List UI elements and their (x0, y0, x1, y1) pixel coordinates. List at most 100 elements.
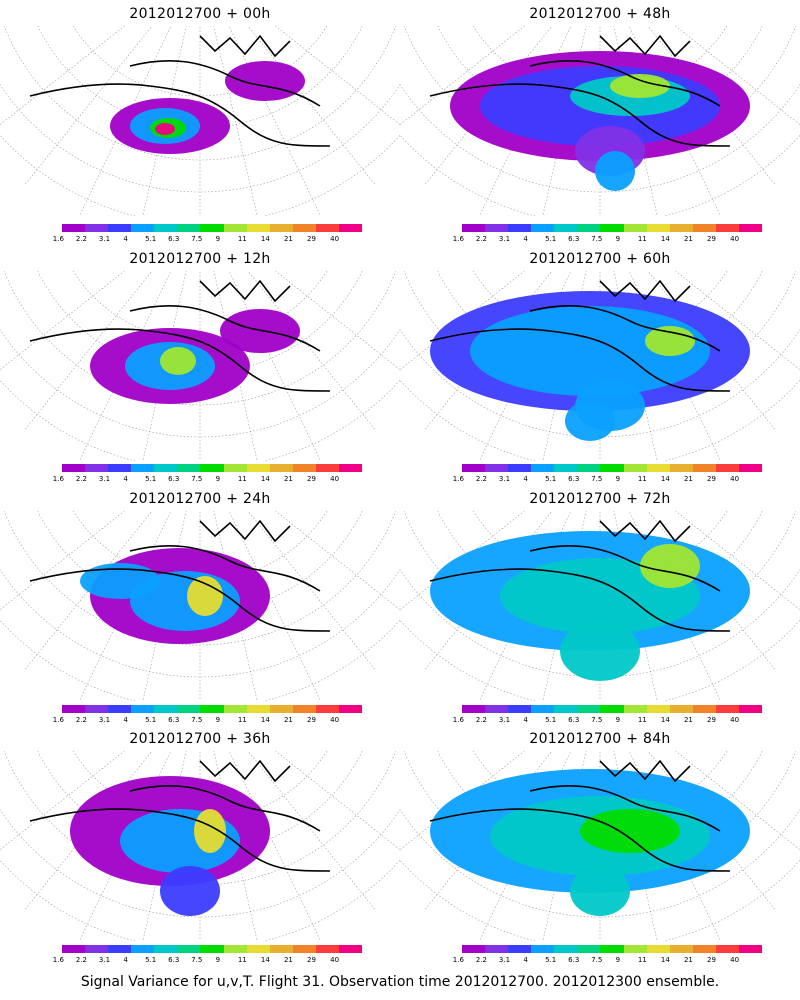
coastline (429, 519, 731, 632)
colorbar-swatch (108, 705, 132, 713)
colorbar-label: 29 (707, 235, 716, 243)
colorbar-label: 2.2 (475, 956, 487, 964)
colorbar-swatch (62, 705, 86, 713)
signal-variance-contour (595, 151, 635, 191)
colorbar-label: 11 (237, 475, 247, 483)
colorbar-label: 1.6 (452, 475, 464, 483)
colorbar-swatch (508, 464, 532, 472)
colorbar (62, 224, 363, 232)
colorbar-label: 40 (330, 475, 340, 483)
colorbar-label: 9 (215, 235, 221, 243)
colorbar-swatch (177, 945, 201, 953)
panel-title: 2012012700 + 60h (529, 251, 671, 267)
colorbar-label: 6.3 (168, 956, 180, 964)
colorbar-swatch (338, 464, 363, 472)
colorbar-swatch (62, 945, 86, 953)
colorbar-swatch (338, 224, 363, 232)
colorbar-label: 14 (660, 956, 670, 964)
colorbar-swatch (485, 224, 509, 232)
graticule-meridian (0, 511, 125, 611)
panel-title: 2012012700 + 48h (529, 6, 671, 22)
graticule-meridian (675, 751, 800, 851)
colorbar-swatch (623, 464, 647, 472)
colorbar-swatch (85, 945, 109, 953)
colorbar-label: 40 (730, 235, 740, 243)
graticule-meridian (228, 26, 322, 216)
colorbar-swatch (85, 464, 109, 472)
colorbar-labels: 1.6 2.2 3.1 4 5.1 6.3 7.5 9 11 14 21 29 40 (452, 716, 755, 726)
colorbar-labels: 1.6 2.2 3.1 4 5.1 6.3 7.5 9 11 14 21 29 40 (53, 475, 355, 485)
colorbar-swatch (692, 705, 716, 713)
colorbar-swatch (485, 705, 509, 713)
colorbar-label: 2.2 (475, 716, 487, 724)
colorbar-label: 29 (707, 716, 716, 724)
colorbar-label: 14 (660, 716, 670, 724)
colorbar-swatch (315, 464, 339, 472)
colorbar-swatch (669, 705, 693, 713)
colorbar-swatch (577, 945, 601, 953)
panel-36h: 2012012700 + 36h 1.6 2.2 3.1 4 5.1 6.3 7.5 9 11 1… (0, 725, 400, 965)
signal-variance-contour (155, 123, 175, 135)
colorbar-swatch (108, 464, 132, 472)
colorbar-label: 1.6 (452, 716, 464, 724)
coastline (429, 34, 731, 147)
colorbar-swatch (269, 705, 293, 713)
colorbar-swatch (223, 464, 247, 472)
signal-variance-contour (194, 809, 226, 853)
colorbar-label: 40 (330, 235, 340, 243)
colorbar-swatch (269, 464, 293, 472)
colorbar-swatch (462, 945, 486, 953)
colorbar-swatch (246, 224, 270, 232)
colorbar-swatch (600, 705, 624, 713)
colorbar-label: 4 (123, 475, 128, 483)
graticule-meridian (213, 26, 258, 216)
coastline (29, 34, 331, 147)
colorbar-swatch (600, 224, 624, 232)
colorbar-label: 7.5 (591, 235, 603, 243)
colorbar-swatch (646, 945, 670, 953)
colorbar-label: 5.1 (145, 716, 157, 724)
colorbar-label: 11 (237, 235, 247, 243)
graticule-meridian (275, 26, 400, 126)
colorbar-labels: 1.6 2.2 3.1 4 5.1 6.3 7.5 9 11 14 21 29 40 (452, 475, 755, 485)
colorbar-label: 14 (260, 956, 270, 964)
colorbar-swatch (600, 464, 624, 472)
graticule-meridian (400, 26, 525, 126)
colorbar-swatch (692, 464, 716, 472)
colorbar-swatch (577, 464, 601, 472)
colorbar-swatch (692, 224, 716, 232)
colorbar-swatch (669, 224, 693, 232)
colorbar-label: 6.3 (568, 956, 580, 964)
colorbar-swatch (200, 945, 224, 953)
colorbar-label: 1.6 (452, 956, 464, 964)
colorbar-label: 14 (660, 475, 670, 483)
colorbar-swatch (623, 705, 647, 713)
colorbar-label: 9 (615, 475, 621, 483)
colorbar-label: 9 (215, 956, 221, 964)
colorbar-swatch (669, 464, 693, 472)
graticule-meridian (247, 271, 376, 430)
colorbar-label: 7.5 (191, 475, 203, 483)
colorbar-label: 29 (307, 475, 316, 483)
colorbar-swatch (508, 705, 532, 713)
graticule-meridian (247, 26, 376, 185)
colorbar-label: 6.3 (168, 235, 180, 243)
colorbar-label: 3.1 (98, 475, 111, 483)
colorbar-label: 9 (215, 475, 221, 483)
colorbar-label: 21 (683, 475, 693, 483)
colorbar-labels: 1.6 2.2 3.1 4 5.1 6.3 7.5 9 11 14 21 29 40 (453, 235, 755, 245)
colorbar-label: 11 (237, 956, 247, 964)
colorbar-swatch (269, 945, 293, 953)
graticule-meridian (24, 271, 153, 430)
colorbar (462, 224, 763, 232)
colorbar-label: 40 (330, 956, 340, 964)
colorbar-label: 11 (637, 956, 647, 964)
colorbar-label: 2.2 (75, 475, 87, 483)
colorbar-swatch (715, 945, 739, 953)
colorbar-swatch (738, 224, 763, 232)
colorbar (62, 945, 363, 953)
colorbar-swatch (462, 224, 486, 232)
colorbar-label: 6.3 (168, 716, 180, 724)
colorbar-swatch (177, 464, 201, 472)
colorbar-label: 4 (523, 235, 528, 243)
